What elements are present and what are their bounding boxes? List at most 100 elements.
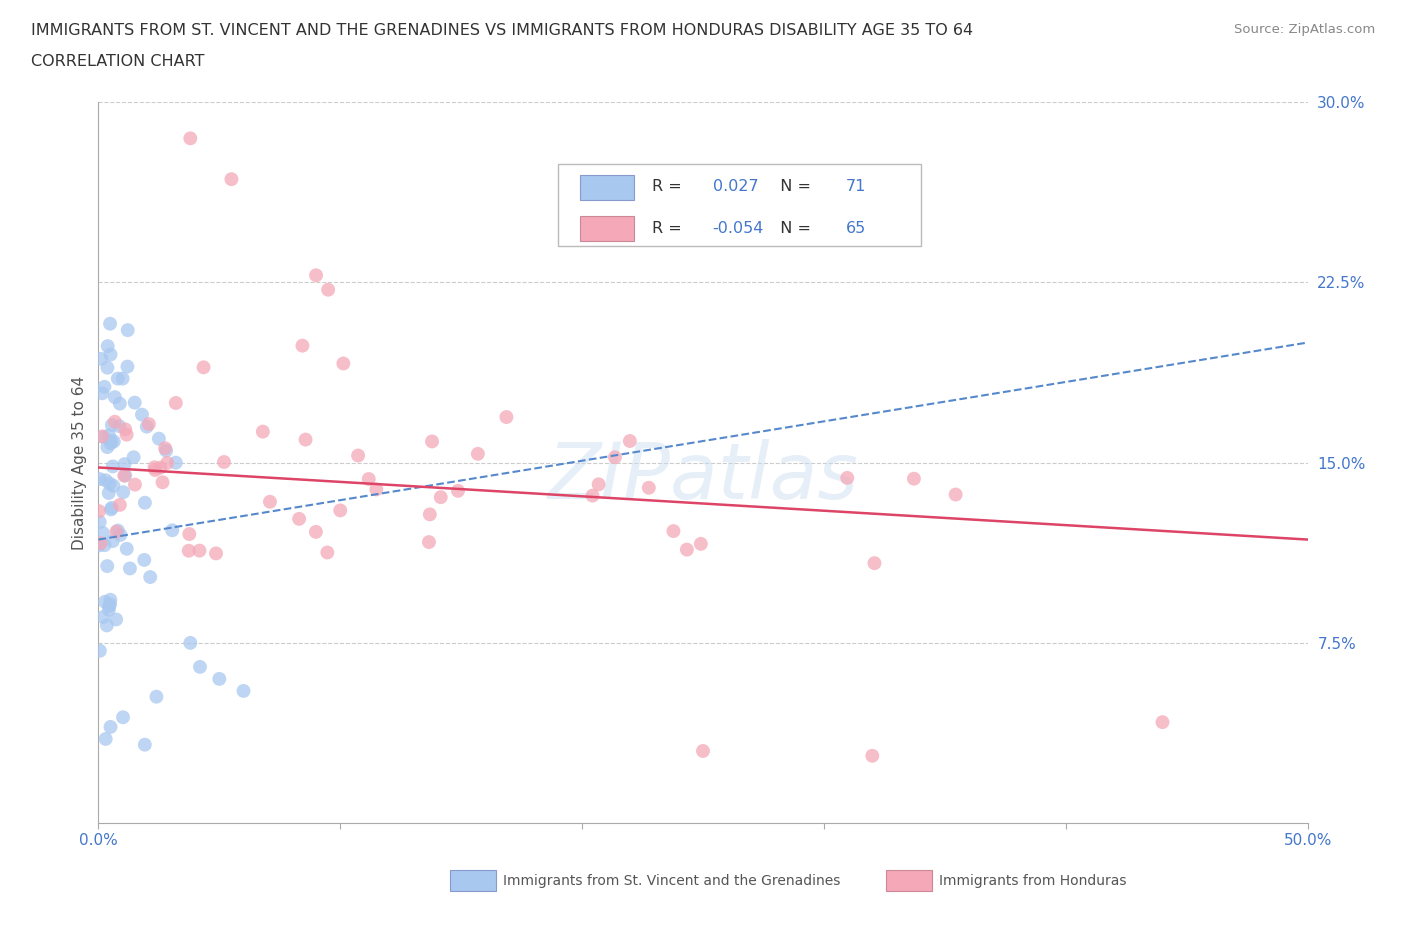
Point — [98, 597, 121, 612]
Point — [692, 744, 714, 759]
Point — [153, 441, 176, 456]
Point — [357, 472, 380, 486]
Point — [305, 525, 328, 539]
Point — [105, 525, 128, 539]
Point — [143, 460, 166, 475]
Point — [188, 543, 211, 558]
Point — [94, 732, 117, 747]
Point — [107, 371, 129, 386]
Point — [662, 524, 685, 538]
Point — [860, 749, 883, 764]
Point — [105, 612, 128, 627]
Text: IMMIGRANTS FROM ST. VINCENT AND THE GRENADINES VS IMMIGRANTS FROM HONDURAS DISAB: IMMIGRANTS FROM ST. VINCENT AND THE GREN… — [31, 23, 973, 38]
Text: 71: 71 — [845, 179, 866, 194]
Text: ZIPatlas: ZIPatlas — [547, 439, 859, 515]
Text: Immigrants from Honduras: Immigrants from Honduras — [939, 873, 1126, 888]
Point — [418, 535, 440, 550]
Point — [97, 603, 120, 618]
Text: R =: R = — [652, 179, 688, 194]
Point — [179, 131, 201, 146]
Point — [420, 434, 443, 449]
Point — [98, 428, 121, 443]
Point — [689, 537, 711, 551]
Point — [179, 635, 201, 650]
Point — [89, 472, 111, 486]
Point — [93, 430, 115, 445]
Point — [114, 457, 136, 472]
Point — [208, 671, 231, 686]
Point — [91, 525, 114, 540]
Point — [108, 418, 131, 433]
Point — [188, 659, 211, 674]
Point — [110, 527, 132, 542]
Point — [305, 268, 328, 283]
Point — [429, 490, 451, 505]
Point — [112, 485, 135, 499]
Point — [103, 434, 125, 449]
Text: Immigrants from St. Vincent and the Grenadines: Immigrants from St. Vincent and the Gren… — [503, 873, 841, 888]
Point — [945, 487, 967, 502]
Point — [145, 689, 167, 704]
Point — [467, 446, 489, 461]
Point — [165, 456, 187, 471]
Point — [495, 409, 517, 424]
Point — [89, 514, 111, 529]
Point — [252, 424, 274, 439]
Point — [291, 339, 314, 353]
Point — [100, 347, 122, 362]
Point — [91, 610, 114, 625]
Point — [581, 488, 603, 503]
Point — [221, 172, 243, 187]
Point — [124, 395, 146, 410]
Text: N =: N = — [769, 179, 815, 194]
Point — [101, 418, 124, 432]
FancyBboxPatch shape — [558, 164, 921, 246]
Point — [104, 390, 127, 405]
Point — [152, 475, 174, 490]
Point — [93, 379, 115, 394]
Point — [212, 455, 235, 470]
Point — [98, 599, 121, 614]
Y-axis label: Disability Age 35 to 64: Disability Age 35 to 64 — [72, 376, 87, 550]
Point — [347, 448, 370, 463]
Point — [138, 417, 160, 432]
Text: N =: N = — [769, 220, 815, 235]
Point — [90, 352, 112, 366]
Point — [179, 526, 201, 541]
Point — [115, 541, 138, 556]
Point — [96, 360, 118, 375]
Point — [91, 386, 114, 401]
Text: CORRELATION CHART: CORRELATION CHART — [31, 54, 204, 69]
Point — [108, 498, 131, 512]
Point — [114, 422, 136, 437]
Point — [97, 485, 120, 500]
Point — [98, 316, 121, 331]
Point — [135, 419, 157, 434]
Point — [259, 494, 281, 509]
Point — [447, 484, 470, 498]
Point — [107, 523, 129, 538]
Point — [114, 468, 136, 483]
Point — [165, 395, 187, 410]
Point — [111, 710, 134, 724]
Point — [288, 512, 311, 526]
Point — [103, 478, 125, 493]
Text: 0.027: 0.027 — [713, 179, 758, 194]
Point — [193, 360, 215, 375]
Point — [149, 460, 172, 475]
Point — [232, 684, 254, 698]
FancyBboxPatch shape — [579, 175, 634, 200]
Text: R =: R = — [652, 220, 688, 235]
Point — [676, 542, 699, 557]
Point — [148, 432, 170, 446]
Point — [294, 432, 316, 447]
Point — [155, 444, 177, 458]
Point — [94, 594, 117, 609]
Point — [143, 462, 166, 477]
Point — [94, 472, 117, 487]
Text: Source: ZipAtlas.com: Source: ZipAtlas.com — [1234, 23, 1375, 36]
Point — [111, 371, 134, 386]
Point — [1152, 714, 1174, 729]
Point — [117, 359, 139, 374]
Point — [637, 480, 659, 495]
